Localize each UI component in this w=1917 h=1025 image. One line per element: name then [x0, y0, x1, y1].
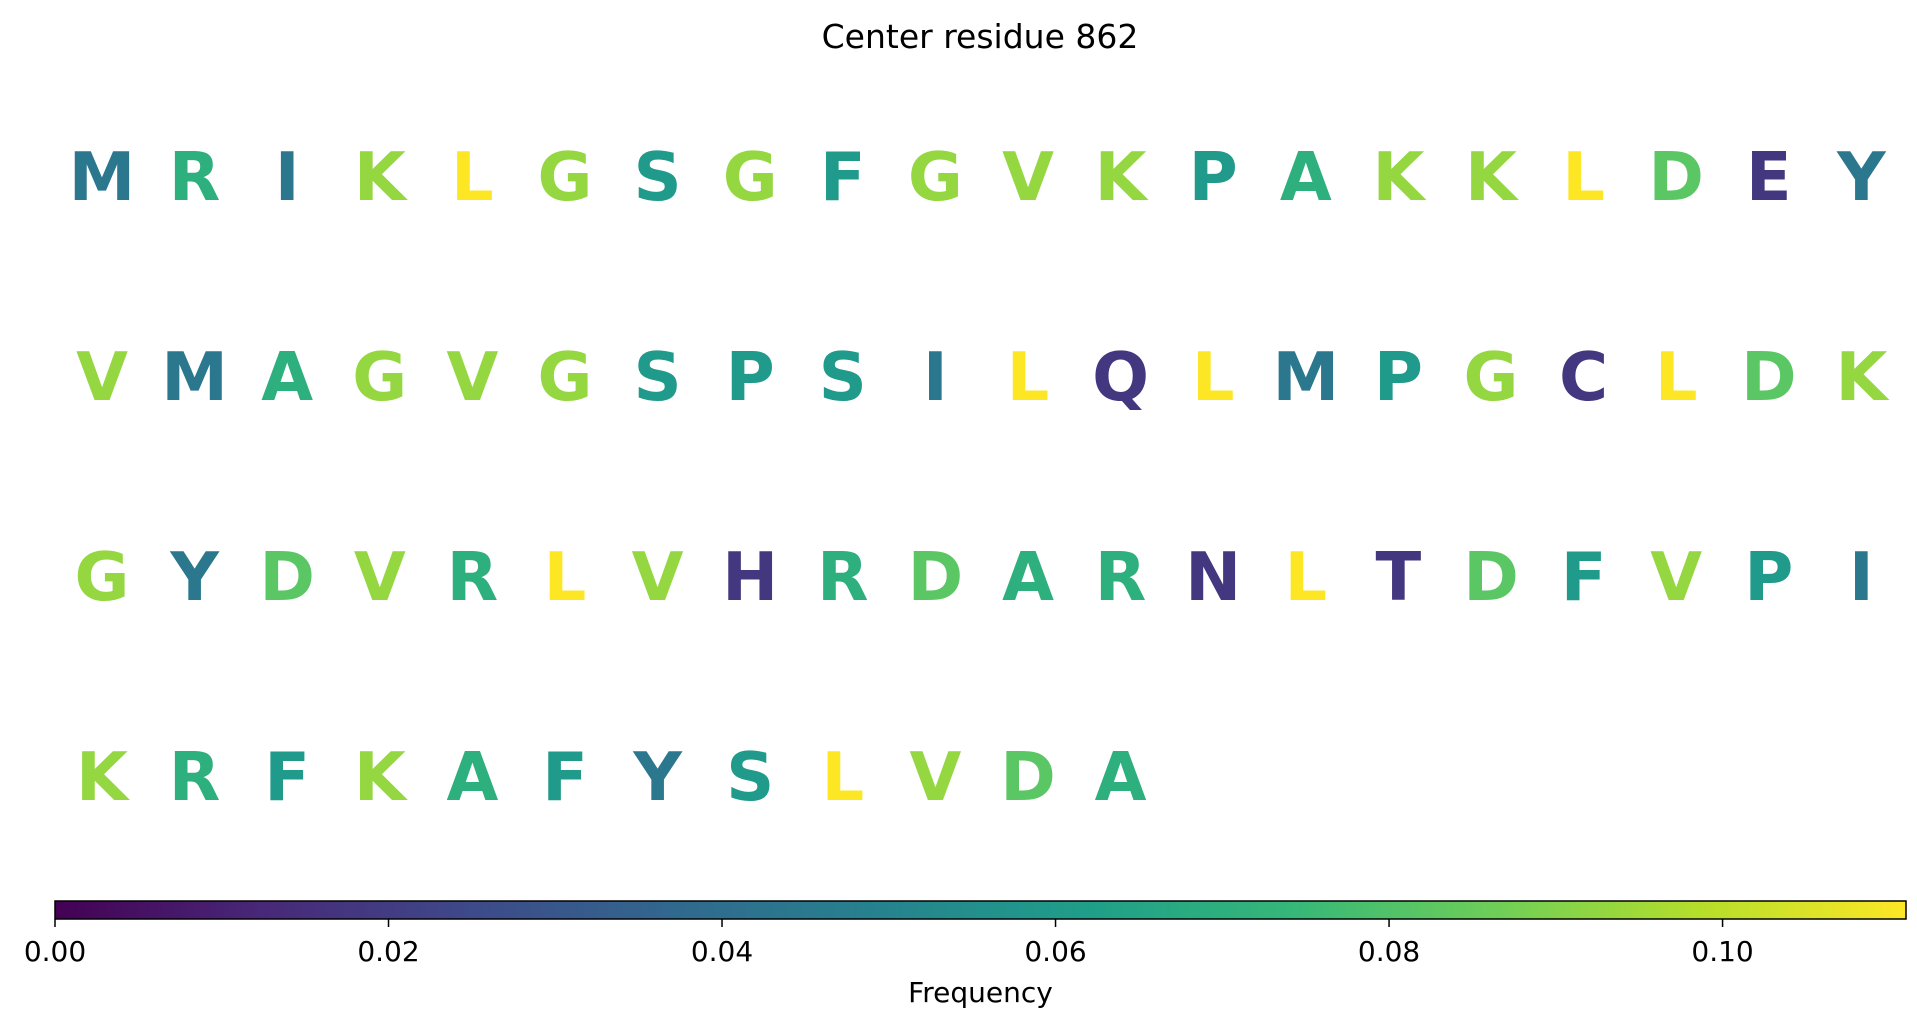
residue-letter: P — [726, 338, 775, 416]
residue-letter: I — [923, 338, 948, 416]
residue-letter: I — [1849, 538, 1874, 616]
residue-letter: A — [261, 338, 313, 416]
residue-letter: V — [632, 538, 684, 616]
residue-letter: A — [1280, 138, 1332, 216]
residue-letter: R — [1095, 538, 1147, 616]
residue-letter: R — [169, 738, 221, 816]
residue-letter: A — [1002, 538, 1054, 616]
colorbar-tick-label: 0.02 — [357, 935, 419, 968]
colorbar-ticks: 0.00 0.02 0.04 0.06 0.08 0.10 — [24, 919, 1754, 968]
residue-letter: D — [1741, 338, 1797, 416]
colorbar-tick-label: 0.06 — [1024, 935, 1086, 968]
residue-letter: K — [354, 738, 408, 816]
residue-letter: K — [76, 738, 130, 816]
residue-letter: V — [1650, 538, 1702, 616]
residue-letter: P — [1189, 138, 1238, 216]
residue-grid: M R I K L G S G F G V K P A K K L D E YV M A G V G S P S I L Q L M P G C L D K… — [69, 138, 1890, 816]
residue-letter: L — [1007, 338, 1050, 416]
residue-letter: D — [1648, 138, 1704, 216]
residue-letter: K — [1835, 338, 1889, 416]
residue-letter: S — [633, 138, 681, 216]
residue-letter: V — [909, 738, 961, 816]
residue-letter: Y — [1836, 138, 1887, 216]
residue-letter: G — [538, 338, 593, 416]
residue-letter: K — [1372, 138, 1426, 216]
residue-letter: M — [1272, 338, 1339, 416]
residue-letter: L — [544, 538, 587, 616]
residue-letter: T — [1376, 538, 1422, 616]
residue-letter: V — [446, 338, 498, 416]
residue-letter: R — [817, 538, 869, 616]
residue-letter: F — [264, 738, 310, 816]
residue-letter: V — [354, 538, 406, 616]
residue-letter: S — [819, 338, 867, 416]
colorbar-tick-label: 0.08 — [1358, 935, 1420, 968]
residue-letter: Y — [632, 738, 683, 816]
residue-letter: K — [354, 138, 408, 216]
residue-letter: D — [1463, 538, 1519, 616]
residue-letter: G — [352, 338, 407, 416]
residue-letter: F — [820, 138, 866, 216]
colorbar-tick-label: 0.10 — [1691, 935, 1753, 968]
residue-letter: R — [169, 138, 221, 216]
residue-letter: L — [451, 138, 494, 216]
residue-letter: M — [69, 138, 136, 216]
residue-letter: D — [908, 538, 964, 616]
residue-letter: Q — [1092, 338, 1149, 416]
residue-letter: N — [1185, 538, 1241, 616]
residue-letter: A — [446, 738, 498, 816]
residue-letter: C — [1559, 338, 1608, 416]
colorbar-gradient — [54, 900, 1907, 920]
residue-letter: R — [447, 538, 499, 616]
colorbar: 0.00 0.02 0.04 0.06 0.08 0.10 Frequency — [24, 900, 1907, 1009]
residue-letter: F — [542, 738, 588, 816]
residue-letter: L — [821, 738, 864, 816]
residue-letter: G — [75, 538, 130, 616]
residue-letter: S — [633, 338, 681, 416]
residue-letter: G — [1464, 338, 1519, 416]
residue-letter: L — [1655, 338, 1698, 416]
colorbar-tick-label: 0.04 — [691, 935, 753, 968]
residue-letter: L — [1192, 338, 1235, 416]
residue-letter: A — [1095, 738, 1147, 816]
residue-letter: E — [1746, 138, 1792, 216]
residue-letter: G — [538, 138, 593, 216]
residue-letter: K — [1465, 138, 1519, 216]
residue-letter: V — [76, 338, 128, 416]
residue-letter: V — [1002, 138, 1054, 216]
chart-title: Center residue 862 — [822, 17, 1139, 56]
colorbar-label: Frequency — [908, 976, 1053, 1009]
residue-letter: D — [1000, 738, 1056, 816]
residue-letter: P — [1744, 538, 1793, 616]
residue-letter: H — [722, 538, 778, 616]
residue-letter: G — [723, 138, 778, 216]
residue-letter: G — [908, 138, 963, 216]
residue-letter: L — [1284, 538, 1327, 616]
residue-letter: Y — [169, 538, 220, 616]
residue-letter: P — [1374, 338, 1423, 416]
residue-letter: I — [275, 138, 300, 216]
colorbar-tick-label: 0.00 — [24, 935, 86, 968]
residue-letter: L — [1562, 138, 1605, 216]
residue-letter: D — [259, 538, 315, 616]
residue-letter: K — [1095, 138, 1149, 216]
residue-letter: M — [161, 338, 228, 416]
residue-letter: S — [726, 738, 774, 816]
residue-letter: F — [1561, 538, 1607, 616]
